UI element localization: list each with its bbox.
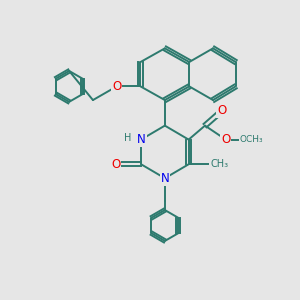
Text: H: H [124, 133, 131, 143]
Text: N: N [160, 172, 169, 185]
Text: O: O [112, 80, 121, 93]
Text: N: N [137, 133, 146, 146]
Text: O: O [217, 104, 226, 117]
Text: O: O [111, 158, 120, 171]
Text: CH₃: CH₃ [210, 159, 228, 169]
Text: OCH₃: OCH₃ [240, 135, 263, 144]
Text: O: O [221, 133, 230, 146]
